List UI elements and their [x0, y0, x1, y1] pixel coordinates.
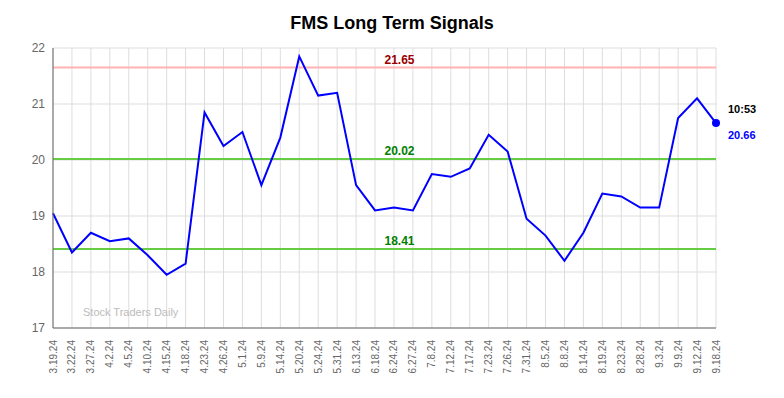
svg-text:8.28.24: 8.28.24 — [635, 340, 646, 374]
svg-text:5.20.24: 5.20.24 — [294, 340, 305, 374]
svg-text:8.8.24: 8.8.24 — [559, 340, 570, 368]
svg-text:7.17.24: 7.17.24 — [464, 340, 475, 374]
svg-text:5.24.24: 5.24.24 — [313, 340, 324, 374]
svg-text:21.65: 21.65 — [385, 53, 415, 67]
svg-text:6.24.24: 6.24.24 — [388, 340, 399, 374]
svg-text:3.27.24: 3.27.24 — [85, 340, 96, 374]
svg-text:22: 22 — [32, 41, 46, 55]
svg-text:5.9.24: 5.9.24 — [256, 340, 267, 368]
svg-text:9.12.24: 9.12.24 — [692, 340, 703, 374]
svg-text:6.13.24: 6.13.24 — [351, 340, 362, 374]
html-text:Stock Traders Daily: Stock Traders Daily — [83, 306, 179, 318]
svg-text:20.02: 20.02 — [385, 144, 415, 158]
svg-text:7.26.24: 7.26.24 — [502, 340, 513, 374]
svg-text:20.66: 20.66 — [728, 129, 756, 141]
svg-text:4.26.24: 4.26.24 — [218, 340, 229, 374]
svg-text:21: 21 — [32, 97, 46, 111]
svg-text:5.1.24: 5.1.24 — [237, 340, 248, 368]
svg-text:9.3.24: 9.3.24 — [654, 340, 665, 368]
svg-text:3.22.24: 3.22.24 — [66, 340, 77, 374]
svg-text:10:53: 10:53 — [728, 103, 756, 115]
svg-text:4.5.24: 4.5.24 — [123, 340, 134, 368]
svg-text:8.23.24: 8.23.24 — [616, 340, 627, 374]
svg-text:6.18.24: 6.18.24 — [370, 340, 381, 374]
svg-text:7.8.24: 7.8.24 — [426, 340, 437, 368]
svg-text:5.14.24: 5.14.24 — [275, 340, 286, 374]
svg-text:4.15.24: 4.15.24 — [161, 340, 172, 374]
svg-text:4.18.24: 4.18.24 — [180, 340, 191, 374]
svg-text:20: 20 — [32, 153, 46, 167]
svg-text:7.23.24: 7.23.24 — [483, 340, 494, 374]
svg-text:6.27.24: 6.27.24 — [407, 340, 418, 374]
html-text:FMS Long Term Signals: FMS Long Term Signals — [290, 13, 494, 33]
svg-text:9.9.24: 9.9.24 — [673, 340, 684, 368]
svg-text:8.19.24: 8.19.24 — [597, 340, 608, 374]
svg-text:18: 18 — [32, 265, 46, 279]
svg-text:18.41: 18.41 — [385, 234, 415, 248]
svg-text:8.14.24: 8.14.24 — [578, 340, 589, 374]
svg-text:7.12.24: 7.12.24 — [445, 340, 456, 374]
svg-text:4.23.24: 4.23.24 — [199, 340, 210, 374]
svg-text:4.10.24: 4.10.24 — [142, 340, 153, 374]
svg-text:5.31.24: 5.31.24 — [332, 340, 343, 374]
svg-text:3.19.24: 3.19.24 — [48, 340, 59, 374]
svg-text:7.31.24: 7.31.24 — [521, 340, 532, 374]
svg-text:8.5.24: 8.5.24 — [540, 340, 551, 368]
svg-text:17: 17 — [32, 321, 46, 335]
svg-text:4.2.24: 4.2.24 — [104, 340, 115, 368]
svg-text:19: 19 — [32, 209, 46, 223]
svg-text:9.18.24: 9.18.24 — [711, 340, 722, 374]
